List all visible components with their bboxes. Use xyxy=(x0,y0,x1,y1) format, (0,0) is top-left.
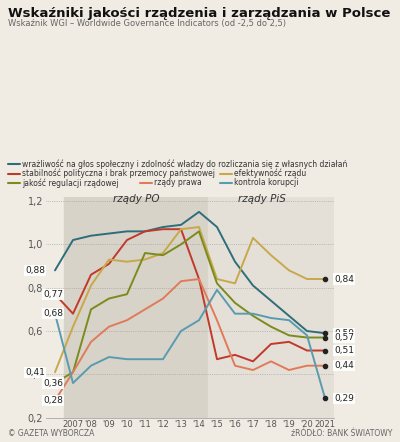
Text: kontrola korupcji: kontrola korupcji xyxy=(234,179,298,187)
Text: 0,88: 0,88 xyxy=(25,266,45,275)
Text: rządy prawa: rządy prawa xyxy=(154,179,202,187)
Text: 0,36: 0,36 xyxy=(43,378,63,388)
Text: Wskaźnik WGI – Worldwide Governance Indicators (od -2,5 do 2,5): Wskaźnik WGI – Worldwide Governance Indi… xyxy=(8,19,286,27)
Text: efektywność rządu: efektywność rządu xyxy=(234,169,306,179)
Text: 0,68: 0,68 xyxy=(43,309,63,318)
Text: stabilność polityczna i brak przemocy państwowej: stabilność polityczna i brak przemocy pa… xyxy=(22,169,215,179)
Text: wrażliwość na głos społeczny i zdolność władzy do rozliczania się z własnych dzi: wrażliwość na głos społeczny i zdolność … xyxy=(22,160,347,169)
Text: rządy PO: rządy PO xyxy=(113,194,159,204)
Text: 0,29: 0,29 xyxy=(334,394,354,403)
Text: źRÓDŁO: BANK ŚWIATOWY: źRÓDŁO: BANK ŚWIATOWY xyxy=(291,430,392,438)
Text: 0,51: 0,51 xyxy=(334,346,354,355)
Bar xyxy=(64,197,208,418)
Text: 0,28: 0,28 xyxy=(43,396,63,405)
Text: 0,44: 0,44 xyxy=(334,361,354,370)
Text: Wskaźniki jakości rządzenia i zarządzania w Polsce: Wskaźniki jakości rządzenia i zarządzani… xyxy=(8,7,390,19)
Text: 0,84: 0,84 xyxy=(334,274,354,283)
Text: 0,77: 0,77 xyxy=(43,290,63,299)
Text: jakość regulacji rządowej: jakość regulacji rządowej xyxy=(22,178,119,188)
Text: 0,41: 0,41 xyxy=(25,368,45,377)
Text: rządy PiS: rządy PiS xyxy=(238,194,286,204)
Bar xyxy=(208,197,334,418)
Text: 0,59: 0,59 xyxy=(334,329,354,338)
Text: 0,57: 0,57 xyxy=(334,333,354,342)
Text: © GAZETA WYBORCZA: © GAZETA WYBORCZA xyxy=(8,430,94,438)
